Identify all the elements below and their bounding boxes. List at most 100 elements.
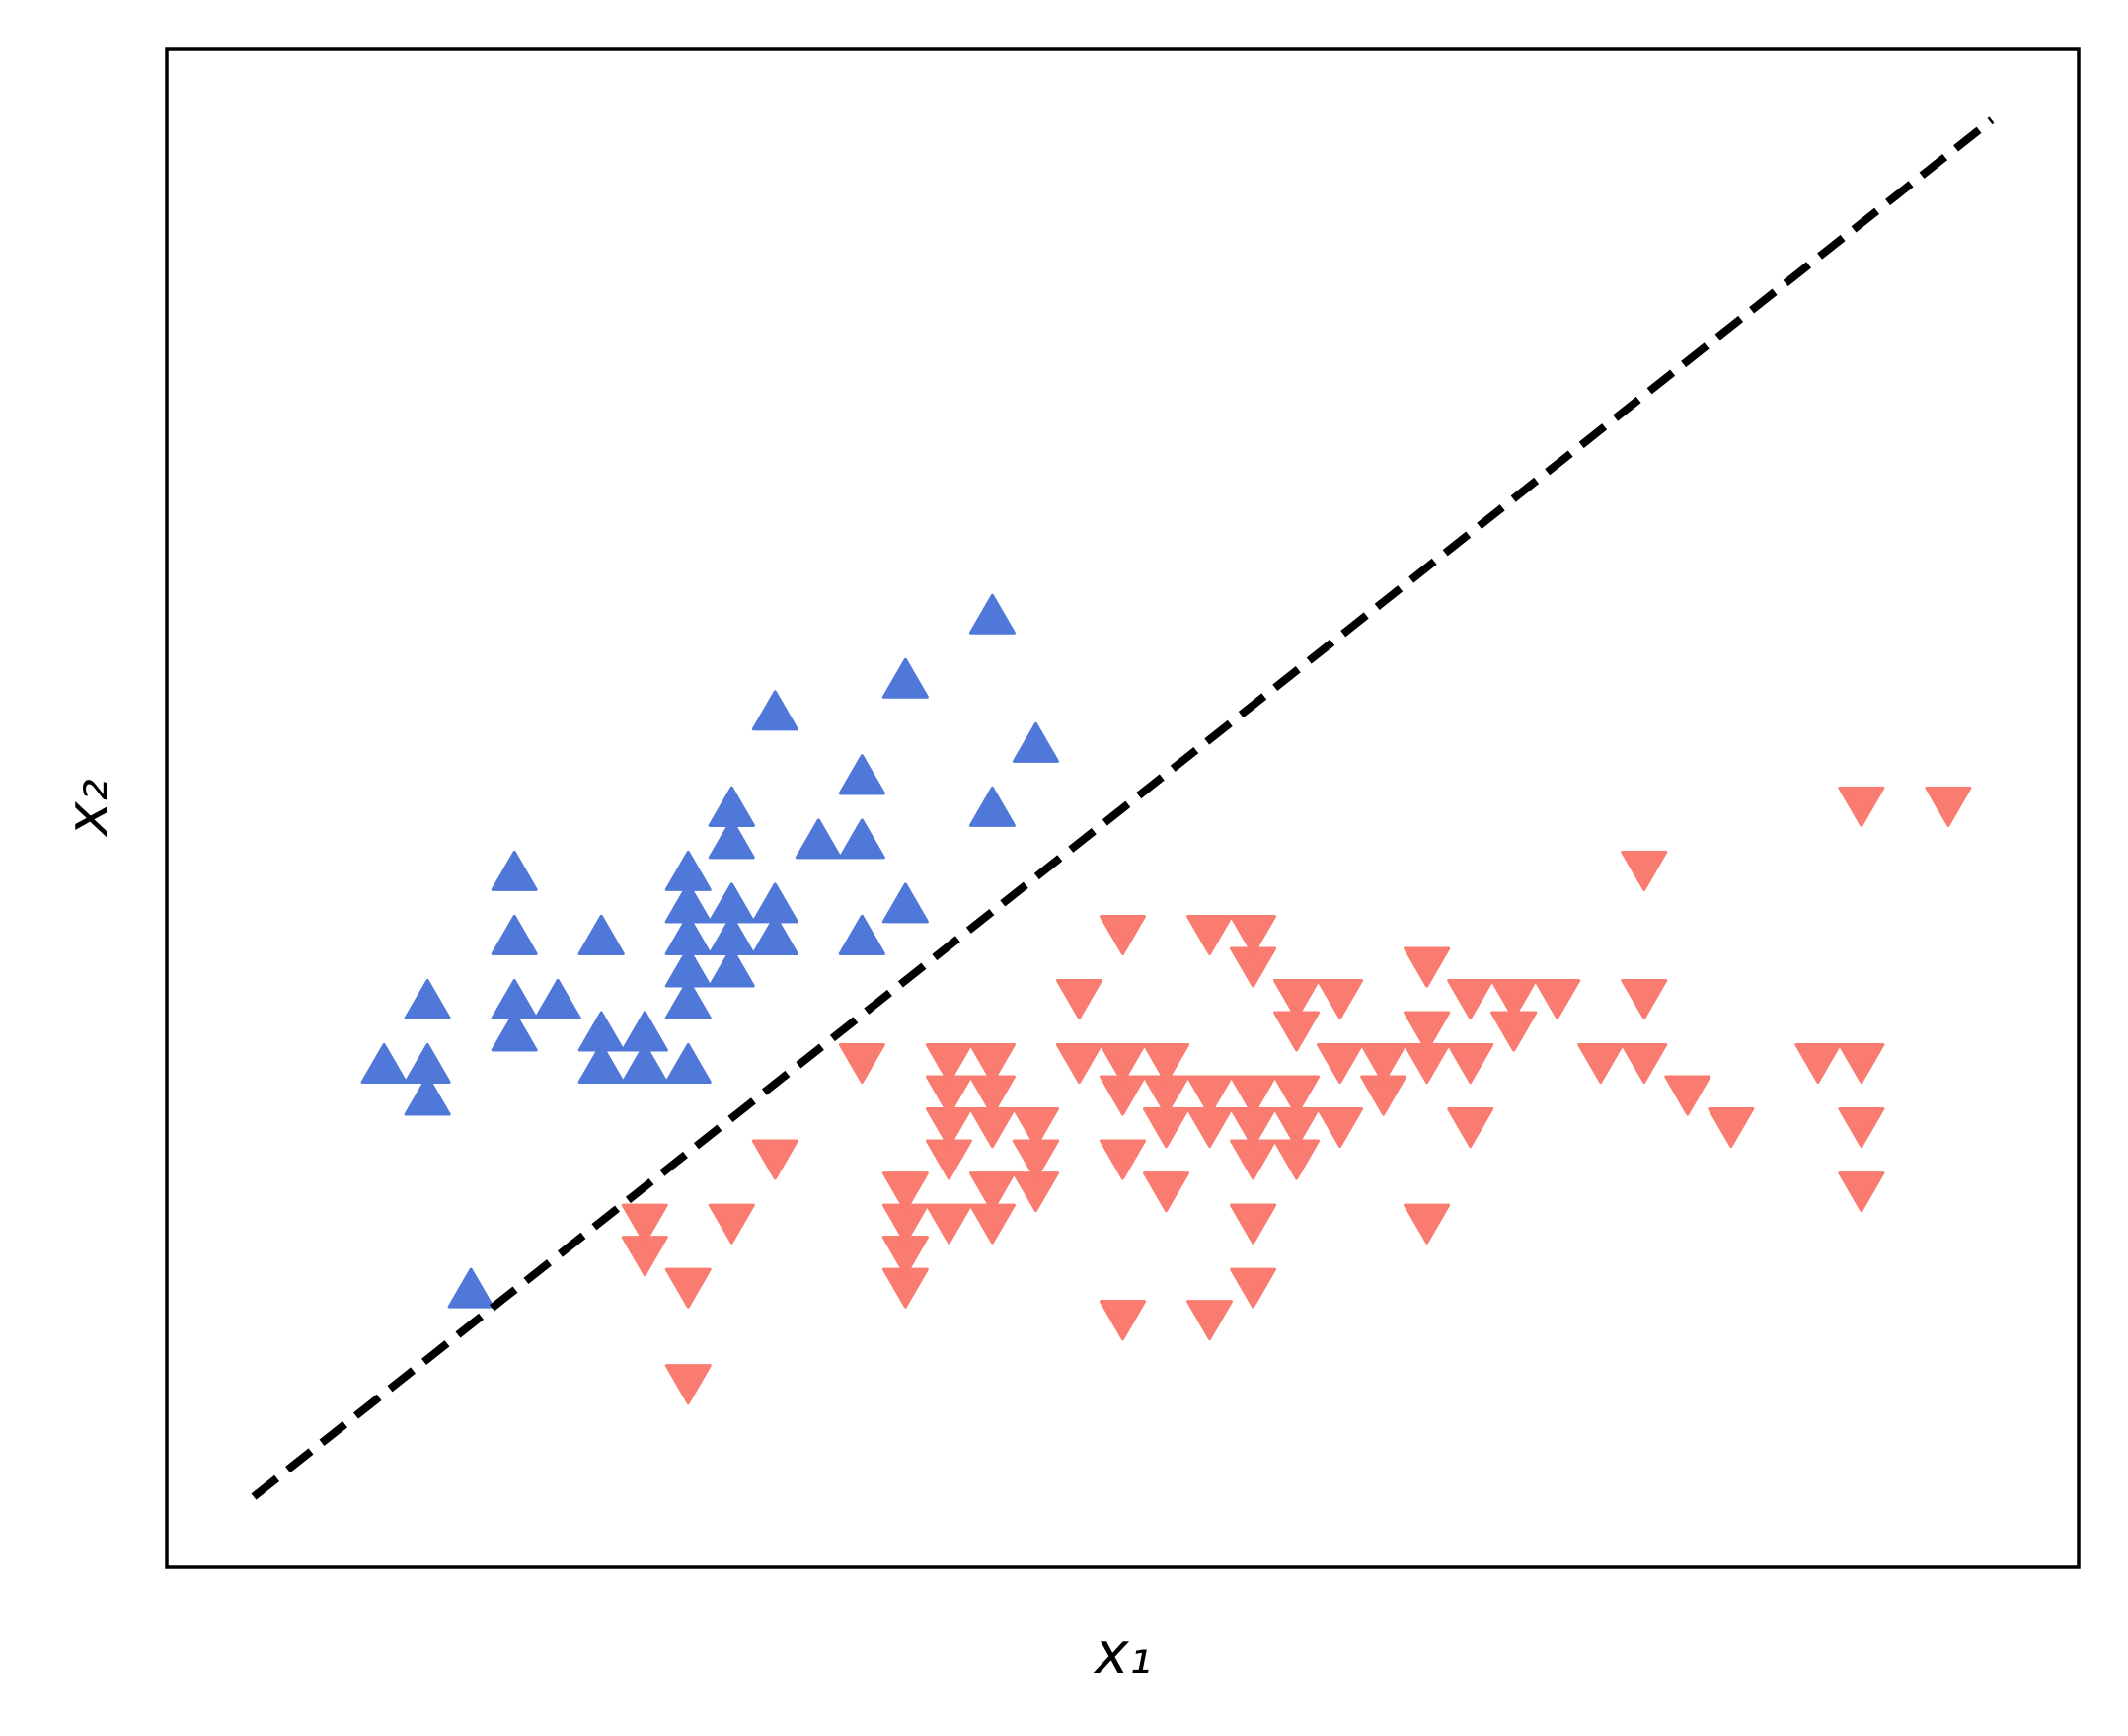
data-point — [1273, 1107, 1321, 1149]
data-point — [1230, 1107, 1277, 1149]
data-point — [577, 1043, 625, 1084]
data-point — [968, 1075, 1016, 1116]
data-point — [664, 1364, 712, 1405]
data-point — [708, 1203, 755, 1245]
data-point — [1794, 1043, 1842, 1084]
data-point — [1838, 786, 1885, 827]
data-point — [1143, 1107, 1190, 1149]
data-point — [1490, 1011, 1538, 1052]
x-axis-label: x₁ — [1093, 1620, 1152, 1687]
data-point — [838, 914, 885, 955]
data-point — [1317, 978, 1364, 1019]
data-point — [1186, 1075, 1234, 1116]
data-point — [968, 1203, 1016, 1245]
data-point — [1100, 914, 1146, 955]
data-point — [1186, 914, 1234, 955]
data-point — [1621, 850, 1668, 891]
data-point — [1273, 1011, 1321, 1052]
data-point — [404, 1075, 451, 1116]
data-point — [621, 1043, 668, 1084]
data-point — [1230, 914, 1277, 955]
data-point — [621, 1011, 668, 1052]
data-point — [968, 1171, 1016, 1213]
data-point — [838, 818, 885, 860]
data-point — [1404, 1043, 1451, 1084]
data-point — [1447, 1107, 1494, 1149]
data-point — [404, 978, 451, 1019]
data-point — [968, 786, 1016, 827]
data-point — [1621, 978, 1668, 1019]
data-point — [925, 1203, 972, 1245]
data-point — [881, 657, 929, 699]
data-point — [1404, 946, 1451, 988]
data-point — [708, 946, 755, 988]
data-point — [925, 1043, 972, 1084]
data-point — [664, 1267, 712, 1309]
data-point — [968, 1043, 1016, 1084]
data-point — [664, 1043, 712, 1084]
data-point — [968, 1107, 1016, 1149]
data-point — [491, 1011, 538, 1052]
data-point — [1273, 978, 1321, 1019]
data-point — [1621, 1043, 1668, 1084]
data-point — [1012, 1139, 1059, 1180]
data-point — [1186, 1107, 1234, 1149]
data-point — [795, 818, 842, 860]
decision-boundary — [251, 116, 1995, 1500]
data-point — [1925, 786, 1972, 827]
data-point — [1708, 1107, 1755, 1149]
data-point — [1055, 1043, 1102, 1084]
data-point — [838, 754, 885, 795]
data-point — [1230, 1203, 1277, 1245]
data-point — [1273, 1075, 1321, 1116]
data-point — [491, 850, 538, 891]
data-point — [1100, 1139, 1146, 1180]
data-point — [1664, 1075, 1711, 1116]
data-point — [751, 1139, 798, 1180]
data-point — [708, 914, 755, 955]
data-point — [404, 1043, 451, 1084]
data-point — [1230, 1267, 1277, 1309]
data-point — [664, 882, 712, 924]
data-point — [1317, 1107, 1364, 1149]
data-point — [751, 914, 798, 955]
data-point — [491, 914, 538, 955]
data-point — [491, 978, 538, 1019]
data-point — [1447, 1043, 1494, 1084]
data-point — [1404, 1011, 1451, 1052]
data-point — [1838, 1043, 1885, 1084]
data-point — [1490, 978, 1538, 1019]
data-point — [1838, 1171, 1885, 1213]
data-point — [1577, 1043, 1625, 1084]
data-point — [1534, 978, 1581, 1019]
data-point — [1838, 1107, 1885, 1149]
data-point — [968, 593, 1016, 635]
data-point — [881, 882, 929, 924]
data-point — [1447, 978, 1494, 1019]
data-point — [925, 1107, 972, 1149]
data-point — [751, 690, 798, 731]
data-point — [1012, 721, 1059, 763]
data-point — [577, 914, 625, 955]
data-point — [1360, 1043, 1407, 1084]
data-point — [1143, 1043, 1190, 1084]
data-point — [621, 1203, 668, 1245]
data-point — [534, 978, 581, 1019]
data-point — [447, 1267, 494, 1309]
data-point — [881, 1171, 929, 1213]
data-point — [664, 978, 712, 1019]
data-point — [1055, 978, 1102, 1019]
data-point — [1100, 1300, 1146, 1341]
data-point — [1143, 1171, 1190, 1213]
data-point — [708, 786, 755, 827]
data-point — [1404, 1203, 1451, 1245]
data-point — [838, 1043, 885, 1084]
data-point — [708, 818, 755, 860]
data-point — [1100, 1043, 1146, 1084]
data-point — [1317, 1043, 1364, 1084]
plot-frame — [165, 47, 2081, 1569]
data-point — [360, 1043, 408, 1084]
data-point — [1186, 1300, 1234, 1341]
